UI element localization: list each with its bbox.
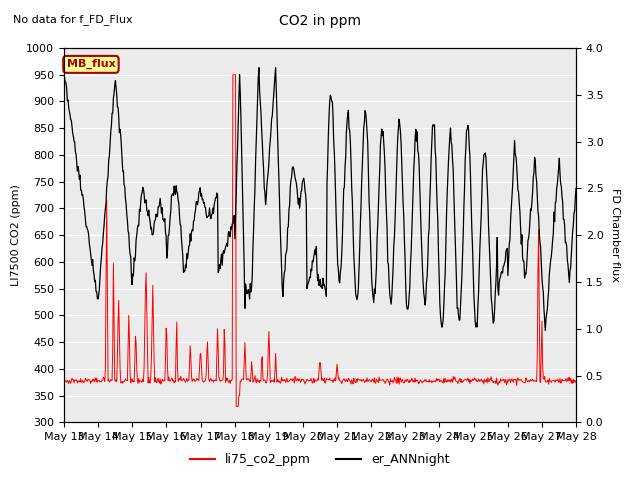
Y-axis label: FD Chamber flux: FD Chamber flux xyxy=(610,188,620,282)
Text: No data for f_FD_Flux: No data for f_FD_Flux xyxy=(13,14,132,25)
Text: CO2 in ppm: CO2 in ppm xyxy=(279,14,361,28)
Y-axis label: LI7500 CO2 (ppm): LI7500 CO2 (ppm) xyxy=(11,184,20,286)
Legend: li75_co2_ppm, er_ANNnight: li75_co2_ppm, er_ANNnight xyxy=(186,448,454,471)
Text: MB_flux: MB_flux xyxy=(67,59,115,70)
